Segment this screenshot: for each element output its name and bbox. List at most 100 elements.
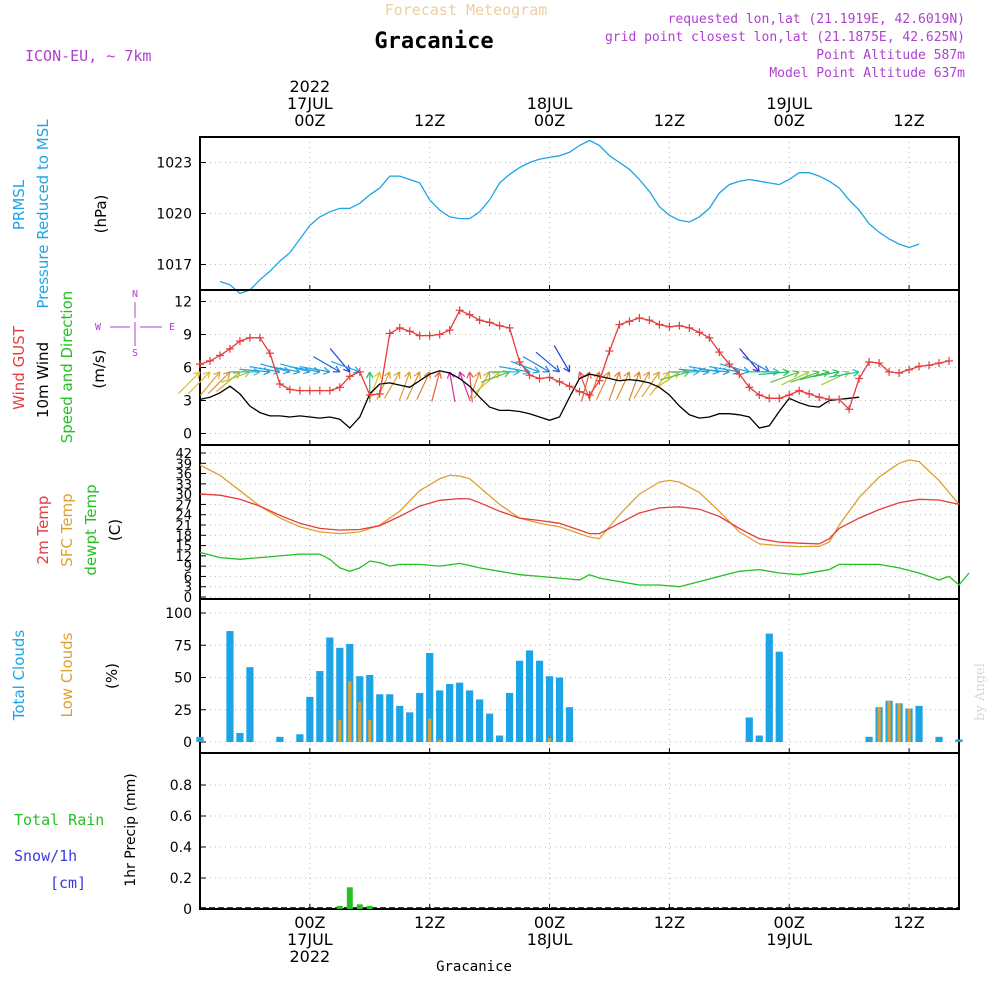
- precip-tick-label: 0.4: [170, 840, 192, 856]
- wind-tick-label: 12: [174, 295, 192, 311]
- gust-marker: [215, 351, 224, 360]
- wind-barb: [615, 371, 631, 400]
- gust-marker: [425, 331, 434, 340]
- gust-marker: [595, 376, 604, 385]
- wind-barb: [522, 356, 551, 373]
- y-axis-label: Pressure Reduced to MSL: [34, 119, 52, 309]
- clouds-ylabels: Total Clouds Low Clouds (%): [10, 630, 121, 722]
- wind-barb: [808, 369, 840, 378]
- gust-marker: [905, 365, 914, 374]
- low-cloud-bar: [897, 703, 901, 742]
- low-cloud-bar: [348, 681, 352, 742]
- gust-marker: [535, 374, 544, 383]
- gust-marker: [475, 316, 484, 325]
- total-cloud-bar: [396, 705, 404, 742]
- model-altitude: Model Point Altitude 637m: [769, 66, 965, 81]
- low-cloud-bar: [547, 738, 552, 742]
- low-cloud-bar: [907, 708, 911, 742]
- total-cloud-bar: [496, 735, 504, 742]
- wind-barb: [553, 345, 571, 373]
- wind-panel: 0 3 6 9 12: [174, 289, 960, 446]
- gust-marker: [345, 372, 354, 381]
- total-cloud-bar: [765, 633, 773, 742]
- top-time-label: 2022: [289, 77, 330, 96]
- 2m-temp-line: [199, 493, 960, 545]
- panel-frame: [199, 444, 960, 600]
- gust-marker: [445, 326, 454, 335]
- total-cloud-bar: [296, 734, 304, 742]
- gust-marker: [945, 356, 954, 365]
- gust-marker: [565, 382, 574, 391]
- product-title: Forecast Meteogram: [385, 1, 548, 19]
- temp-tick-label: 42: [175, 447, 192, 462]
- low-cloud-bar: [428, 718, 432, 742]
- temp-tick-label: 6: [184, 570, 192, 585]
- wind-barb: [770, 370, 800, 383]
- low-cloud-bar: [438, 739, 442, 742]
- panel-frame: [199, 752, 960, 910]
- wind-barb: [376, 371, 391, 400]
- gust-marker: [635, 314, 644, 322]
- gust-marker: [755, 391, 764, 399]
- gust-marker: [785, 391, 794, 399]
- gust-marker: [885, 367, 894, 376]
- gust-marker: [805, 389, 814, 398]
- gust-marker: [835, 395, 844, 404]
- bottom-time-label: 19JUL: [766, 930, 812, 949]
- y-axis-label: (C): [106, 519, 124, 541]
- total-cloud-bar: [426, 652, 434, 742]
- point-altitude: Point Altitude 587m: [816, 48, 965, 63]
- temperature-ylabels: 2m Temp SFC Temp dewpt Temp (C): [34, 484, 124, 575]
- gust-marker: [415, 331, 424, 340]
- gust-marker: [555, 377, 564, 386]
- gust-marker: [205, 356, 214, 365]
- wind-barb: [633, 371, 651, 399]
- gust-marker: [196, 360, 204, 369]
- rain-legend: Total Rain: [14, 811, 104, 829]
- total-cloud-bar: [366, 674, 374, 742]
- gust-marker: [935, 359, 944, 368]
- wind-barb: [595, 371, 611, 400]
- total-cloud-bar: [935, 736, 943, 742]
- gust-marker: [735, 370, 744, 379]
- precip-tick-label: 0.8: [170, 778, 192, 794]
- clouds-tick-label: 75: [174, 638, 192, 654]
- precip-ylabels: Total Rain Snow/1h [cm] 1hr Precip (mm): [14, 773, 139, 892]
- total-cloud-bar: [476, 699, 484, 742]
- clouds-tick-label: 50: [174, 671, 192, 687]
- temp-tick-label: 39: [175, 457, 192, 472]
- bottom-time-label: 12Z: [654, 913, 685, 932]
- y-axis-label: Low Clouds: [58, 632, 76, 717]
- precip-tick-label: 0.6: [170, 809, 192, 825]
- compass-south: S: [132, 348, 138, 359]
- gust-marker: [725, 360, 734, 369]
- low-cloud-bar: [877, 707, 881, 742]
- total-cloud-bar: [306, 696, 314, 742]
- pressure-line: [219, 139, 920, 295]
- y-axis-label: PRMSL: [10, 179, 28, 230]
- wind-barb: [608, 371, 622, 401]
- total-cloud-bar: [386, 694, 394, 742]
- total-cloud-bar: [196, 736, 204, 742]
- gust-marker: [315, 386, 324, 395]
- total-cloud-bar: [246, 667, 254, 742]
- gust-marker: [545, 373, 554, 382]
- total-cloud-bar: [446, 683, 454, 742]
- wind-tick-label: 3: [183, 394, 192, 410]
- gust-marker: [775, 394, 784, 403]
- gust-marker: [305, 386, 314, 395]
- wind-tick-label: 9: [183, 328, 192, 344]
- clouds-tick-label: 0: [183, 735, 192, 751]
- rain-bar: [336, 905, 343, 909]
- gust-marker: [455, 306, 464, 315]
- y-axis-label: (%): [103, 663, 121, 689]
- total-cloud-bar: [865, 736, 873, 742]
- wind-barb: [719, 363, 750, 375]
- total-cloud-bar: [915, 705, 923, 742]
- footer-location: Gracanice: [436, 959, 512, 975]
- wind-barb: [499, 365, 530, 375]
- pressure-tick-label: 1020: [156, 207, 192, 223]
- total-cloud-bar: [436, 690, 444, 742]
